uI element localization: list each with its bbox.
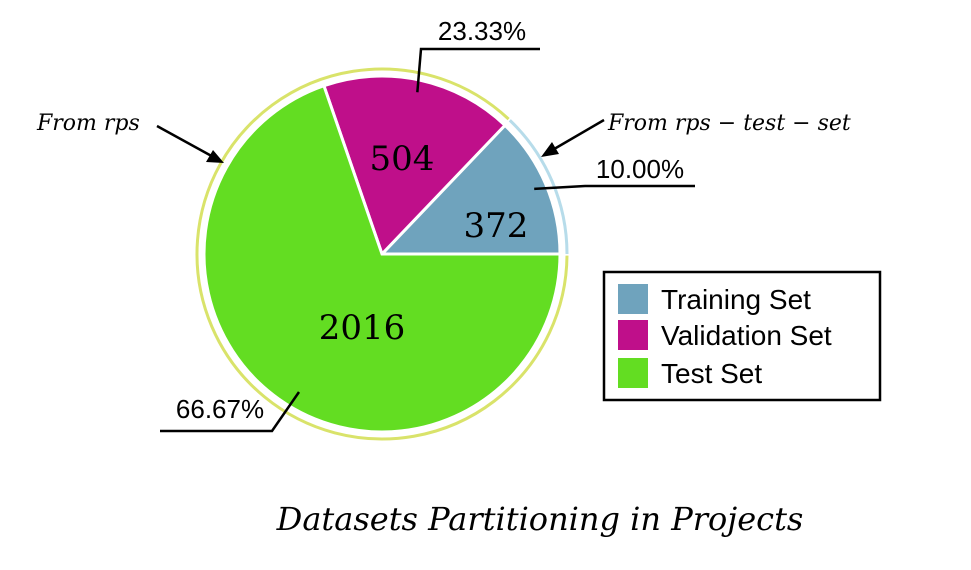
leader-line-test (160, 391, 301, 433)
legend-label-test: Test Set (661, 358, 762, 389)
arrowhead-from-rps-test-set (541, 142, 559, 157)
legend-label-training: Training Set (661, 284, 811, 315)
legend: Training Set Validation Set Test Set (602, 270, 882, 402)
annotation-from-rps-test-set: From rps − test − set (607, 111, 851, 136)
arrow-from-rps (156, 124, 218, 161)
arrow-from-rps-test-set (548, 118, 605, 154)
annotation-from-rps: From rps (36, 111, 140, 136)
ring-from-rps (195, 67, 569, 441)
percent-label-training: 10.00% (596, 154, 684, 184)
legend-box (602, 270, 882, 402)
legend-swatch-test (618, 358, 648, 388)
value-label-training: 372 (464, 206, 529, 246)
leader-line-training (534, 184, 695, 191)
leader-lines (160, 47, 695, 433)
chart-title: Datasets Partitioning in Projects (276, 500, 804, 538)
legend-swatch-validation (618, 320, 648, 350)
value-label-test: 2016 (319, 308, 406, 348)
ring-from-rps-test-set (508, 119, 569, 255)
legend-label-validation: Validation Set (661, 320, 832, 351)
outer-rings (195, 67, 569, 441)
percent-label-test: 66.67% (176, 394, 264, 424)
value-label-validation: 504 (370, 139, 435, 179)
pie-slice-validation (322, 74, 508, 257)
percent-label-validation: 23.33% (438, 16, 526, 46)
leader-line-validation (416, 47, 540, 93)
pie-slice-test (202, 83, 562, 434)
arrowhead-from-rps (206, 150, 224, 163)
pie-slice-training (378, 123, 562, 256)
pie-slices (202, 74, 562, 434)
legend-swatch-training (618, 284, 648, 314)
